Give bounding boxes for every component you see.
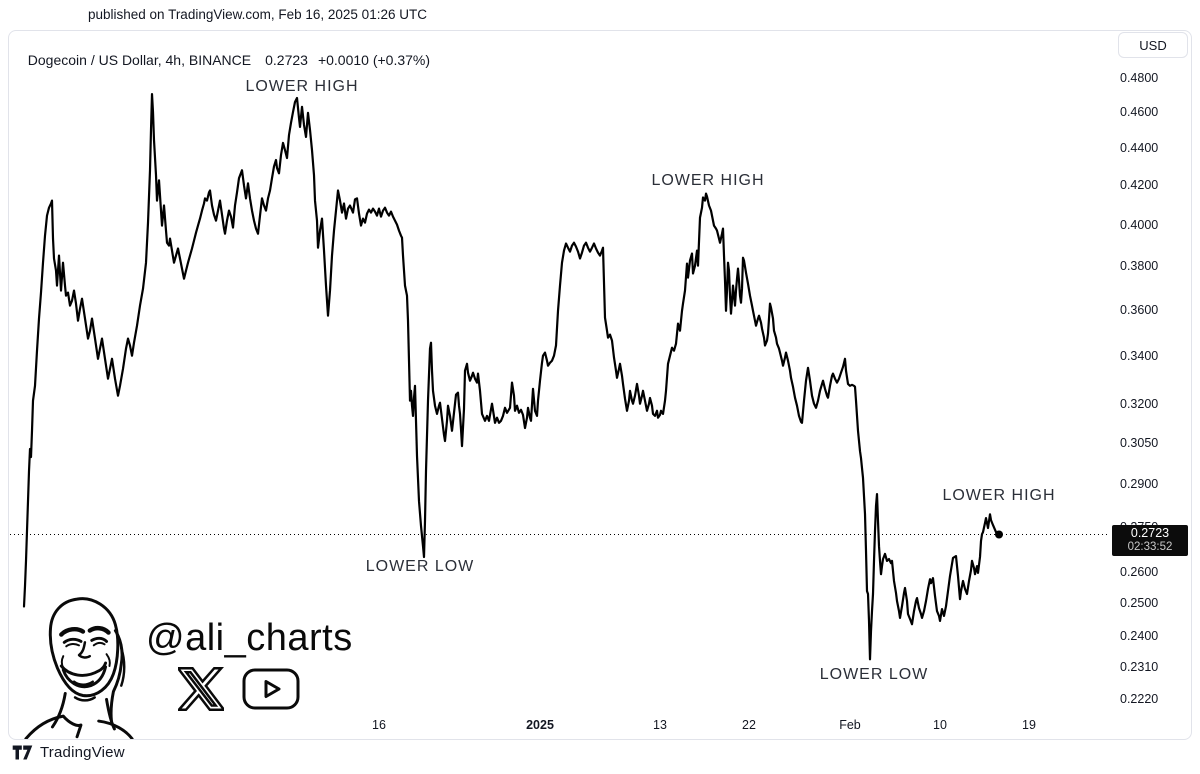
price-tick-label: 0.2600 [1120, 565, 1159, 579]
price-change-value: +0.0010 (+0.37%) [317, 52, 431, 68]
price-tick-label: 0.2220 [1120, 692, 1159, 706]
price-tick-label: 0.3800 [1120, 259, 1159, 273]
time-tick-label: 2025 [526, 718, 554, 732]
time-tick-label: 22 [742, 718, 756, 732]
price-tick-label: 0.4800 [1120, 71, 1159, 85]
footer-brand-text: TradingView [40, 744, 125, 761]
time-tick-label: 16 [372, 718, 386, 732]
footer-brand[interactable]: TradingView [12, 744, 125, 761]
watermark-social-icons [178, 666, 300, 712]
published-bar: published on TradingView.com, Feb 16, 20… [88, 7, 427, 22]
price-tick-label: 0.2500 [1120, 596, 1159, 610]
chart-panel [8, 30, 1192, 740]
watermark-handle: @ali_charts [146, 617, 353, 659]
bar-countdown-timer: 02:33:52 [1127, 541, 1173, 553]
x-logo-icon [178, 666, 224, 712]
trend-annotation: LOWER HIGH [245, 78, 359, 95]
time-tick-label: Feb [839, 718, 861, 732]
price-tick-label: 0.3400 [1120, 349, 1159, 363]
price-tick-label: 0.3200 [1120, 397, 1159, 411]
symbol-title: Dogecoin / US Dollar, 4h, BINANCE [27, 52, 252, 68]
trend-annotation: LOWER LOW [819, 666, 929, 683]
currency-toggle-button[interactable]: USD [1118, 32, 1188, 58]
time-tick-label: 13 [653, 718, 667, 732]
price-tick-label: 0.3050 [1120, 436, 1159, 450]
chart-title-row: Dogecoin / US Dollar, 4h, BINANCE 0.2723 +… [20, 36, 430, 68]
price-tick-label: 0.2900 [1120, 477, 1159, 491]
last-price-value: 0.2723 [265, 52, 308, 68]
trend-annotation: LOWER LOW [365, 558, 475, 575]
youtube-logo-icon [242, 668, 300, 710]
trend-annotation: LOWER HIGH [942, 487, 1056, 504]
current-price-axis-label: 0.2723 02:33:52 [1112, 525, 1188, 556]
price-tick-label: 0.3600 [1120, 303, 1159, 317]
ali-charts-avatar-sketch [24, 597, 134, 739]
price-tick-label: 0.2400 [1120, 629, 1159, 643]
price-tick-label: 0.4200 [1120, 178, 1159, 192]
time-tick-label: 19 [1022, 718, 1036, 732]
price-tick-label: 0.4400 [1120, 141, 1159, 155]
last-price-dot [995, 530, 1003, 539]
tradingview-logo-icon [12, 745, 33, 760]
price-tick-label: 0.4600 [1120, 105, 1159, 119]
price-line-series [22, 93, 1001, 661]
price-tick-label: 0.2310 [1120, 660, 1159, 674]
time-tick-label: 10 [933, 718, 947, 732]
trend-annotation: LOWER HIGH [651, 172, 765, 189]
price-tick-label: 0.4000 [1120, 218, 1159, 232]
current-price-text: 0.2723 [1130, 526, 1170, 540]
